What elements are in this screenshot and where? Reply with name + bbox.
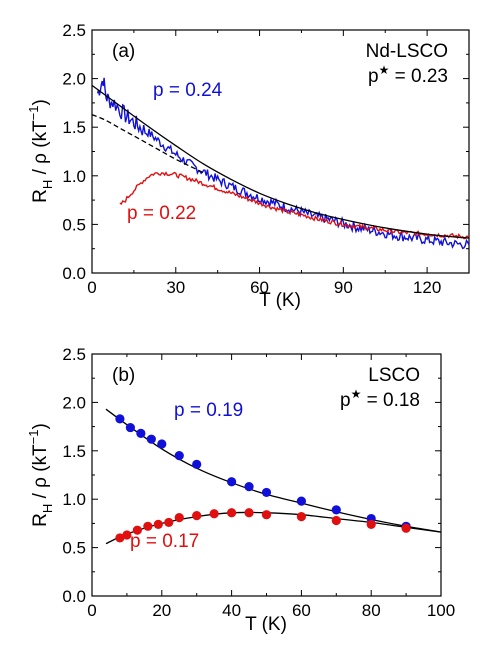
panel-b-point-blue — [296, 496, 306, 506]
panel-b-xtick-label: 60 — [292, 601, 311, 620]
panel-a-ytick-label: 0.5 — [62, 215, 86, 234]
panel-b-point-red — [192, 511, 202, 521]
panel-b-point-red — [132, 525, 142, 535]
panel-b-point-red — [296, 512, 306, 522]
panel-b-xtick-label: 100 — [427, 601, 455, 620]
legend-b-red: p = 0.17 — [130, 531, 199, 552]
panel-b-point-red — [209, 509, 219, 519]
panel-a-series-blue — [96, 77, 470, 250]
panel-a-xtick-label: 90 — [334, 278, 353, 297]
panel-a-fit-dashed — [91, 113, 204, 174]
panel-b-ytick-label: 0.0 — [62, 587, 86, 606]
panel-a-fit-solid — [91, 84, 470, 239]
panel-a: 0 30 60 90 120 0.0 0.5 1.0 1.5 2.0 2.5 (a) Nd-LSCO… — [26, 21, 470, 311]
panel-b-ytick-label: 1.0 — [62, 490, 86, 509]
panel-b-ylabel: RH / ρ (kT−1) — [26, 423, 55, 527]
panel-b-ytick-label: 2.0 — [62, 393, 86, 412]
panel-b-point-red — [227, 508, 237, 518]
panel-a-xtick-label: 60 — [250, 278, 269, 297]
panel-a-ytick-label: 2.5 — [62, 21, 86, 40]
panel-b-point-blue — [331, 505, 341, 515]
panel-a-ylabel: RH / ρ (kT−1) — [26, 99, 55, 203]
panel-b-ytick-label: 2.5 — [62, 345, 86, 364]
panel-b-point-blue — [227, 477, 237, 487]
panel-b-point-red — [401, 523, 411, 533]
panel-a-label: (a) — [112, 41, 135, 62]
panel-a-xtick-label: 120 — [413, 278, 441, 297]
panel-b-point-red — [261, 510, 272, 520]
panel-b-xtick-label: 40 — [222, 601, 241, 620]
panel-b-xtick-label: 80 — [362, 601, 381, 620]
panel-a-ytick-label: 0.0 — [62, 264, 86, 283]
panel-b-point-red — [331, 515, 341, 526]
panel-b-ytick-label: 1.5 — [62, 442, 86, 461]
panel-b-label: (b) — [112, 365, 135, 386]
panel-a-material: Nd-LSCO — [366, 41, 448, 62]
panel-b-point-red — [164, 517, 174, 528]
panel-b-point-red — [174, 512, 184, 523]
panel-b-point-red — [122, 530, 132, 540]
panel-b-point-blue — [125, 422, 135, 433]
panel-b-pstar: p★ = 0.18 — [340, 387, 420, 411]
panel-b-point-blue — [192, 459, 202, 469]
panel-b-point-red — [153, 519, 163, 529]
panel-b-xtick-label: 0 — [87, 601, 96, 620]
legend-a-red: p = 0.22 — [127, 203, 196, 224]
panel-a-xtick-label: 30 — [166, 278, 185, 297]
panel-a-ytick-label: 2.0 — [62, 70, 86, 89]
panel-b-point-red — [115, 533, 125, 543]
panel-b-xtick-label: 20 — [152, 601, 171, 620]
panel-a-xtick-label: 0 — [87, 278, 96, 297]
panel-b-point-blue — [174, 451, 184, 461]
panel-b-material: LSCO — [368, 365, 420, 386]
panel-b-xlabel: T (K) — [245, 614, 287, 635]
panel-b-point-red — [244, 508, 254, 518]
panel-b-point-blue — [146, 434, 156, 444]
panel-b-point-blue — [115, 414, 125, 424]
panel-b-point-blue — [244, 482, 254, 492]
panel-b-point-red — [143, 521, 153, 531]
panel-b-point-red — [366, 519, 376, 529]
panel-b-point-blue — [261, 487, 272, 498]
panel-a-xlabel: T (K) — [259, 290, 301, 311]
legend-b-blue: p = 0.19 — [174, 400, 243, 421]
panel-a-ytick-label: 1.5 — [62, 118, 86, 137]
panel-b-point-blue — [136, 428, 146, 438]
panel-a-pstar: p★ = 0.23 — [368, 63, 448, 87]
panel-b-point-blue — [157, 439, 167, 449]
legend-a-blue: p = 0.24 — [153, 80, 223, 101]
panel-a-ytick-label: 1.0 — [62, 167, 86, 186]
panel-b-ytick-label: 0.5 — [62, 539, 86, 558]
